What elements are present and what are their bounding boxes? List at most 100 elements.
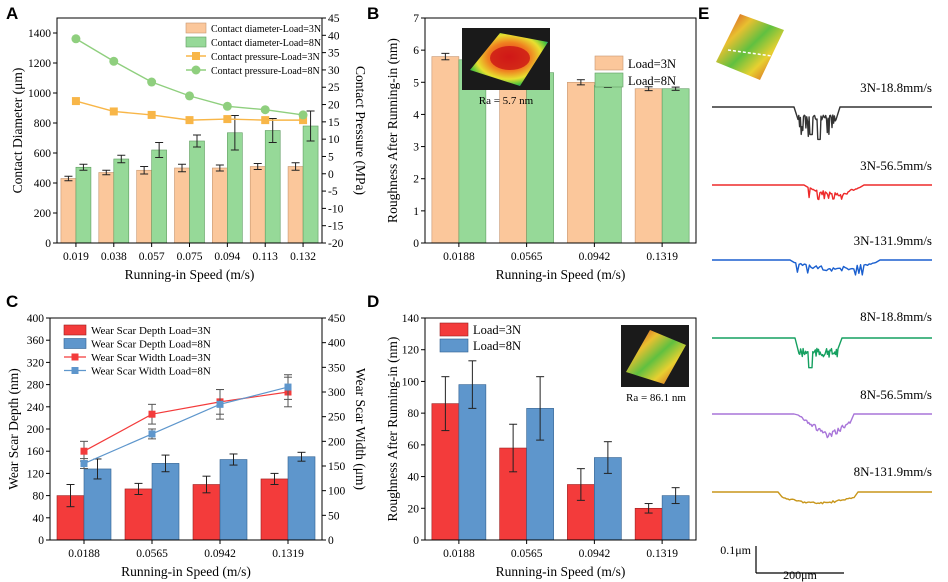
- legend-label-a: Contact diameter-Load=3N: [211, 24, 321, 35]
- y-tick-label-d: 60: [408, 440, 420, 452]
- bar-8n: [189, 140, 205, 244]
- x-tick-label-c: 0.1319: [272, 548, 304, 560]
- y-tick-label-c: 0: [38, 535, 44, 547]
- bar-3n: [212, 167, 228, 244]
- y2-tick-label-a: 0: [328, 169, 334, 181]
- chart-d: 0.0188 0.0565 0.0942 0.1319 0 20 40 60 80 100 120 1…: [385, 313, 697, 579]
- y-tick-label-c: 80: [33, 491, 45, 503]
- y2-tick-label-c: 100: [328, 486, 346, 498]
- x-axis-label-a: Running-in Speed (m/s): [125, 267, 255, 282]
- profile-label-5: 8N-56.5mm/s: [860, 387, 932, 402]
- x-tick-label-a: 0.132: [290, 251, 316, 263]
- plot-frame-a: [56, 17, 323, 244]
- y2-tick-label-c: 400: [328, 338, 346, 350]
- panel-letter-a: A: [6, 4, 18, 23]
- y2-tick-label-c: 50: [328, 510, 340, 522]
- profile-label-2: 3N-56.5mm/s: [860, 158, 932, 173]
- bar-3n: [136, 169, 152, 244]
- y-tick-label-a: 200: [34, 208, 52, 220]
- panel-letter-e: E: [698, 4, 709, 23]
- y-axis-label-a: Contact Diameter (μm): [10, 68, 25, 194]
- line-width-3n: [83, 391, 289, 452]
- surface-map-image-d: [626, 330, 686, 384]
- bar-8n: [458, 384, 487, 541]
- x-axis-label-d: Running-in Speed (m/s): [496, 564, 626, 579]
- bar-3n: [98, 172, 115, 244]
- legend-label-a: Contact pressure-Load=3N: [211, 52, 320, 63]
- bar-8n: [526, 72, 554, 244]
- y-tick-label-a: 600: [34, 148, 52, 160]
- x-tick-label-d: 0.0565: [511, 548, 543, 560]
- chart-b: 0.0188 0.0565 0.0942 0.1319 0 1 2 3 4 5 6 7 Running-…: [385, 13, 697, 282]
- marker-pressure-8n: [222, 101, 232, 111]
- y2-tick-label-c: 450: [328, 313, 346, 325]
- y-tick-label-a: 0: [45, 238, 51, 250]
- y2-tick-label-a: 30: [328, 65, 340, 77]
- y2-tick-label-c: 300: [328, 387, 346, 399]
- y2-tick-label-a: 15: [328, 117, 340, 129]
- y-tick-label-b: 3: [413, 142, 419, 154]
- y2-tick-label-a: 40: [328, 30, 340, 42]
- bar-8n: [113, 158, 130, 244]
- bar-3n: [634, 507, 663, 541]
- marker-width-8n: [284, 383, 292, 391]
- legend-label-c: Wear Scar Width Load=3N: [91, 352, 211, 364]
- y-tick-label-d: 120: [402, 345, 420, 357]
- x-axis-label-b: Running-in Speed (m/s): [496, 267, 626, 282]
- marker-pressure-3n: [71, 97, 80, 106]
- y-tick-label-c: 40: [33, 513, 45, 525]
- x-tick-label-c: 0.0565: [136, 548, 168, 560]
- legend-label-d: Load=3N: [473, 323, 521, 337]
- y2-tick-label-a: 35: [328, 48, 340, 60]
- legend-label-d: Load=8N: [473, 339, 521, 353]
- y2-tick-label-a: 5: [328, 151, 334, 163]
- bar-8n: [458, 59, 487, 244]
- bar-3n: [287, 166, 304, 244]
- legend-marker-c: [71, 367, 79, 374]
- legend-swatch-c: [63, 324, 87, 336]
- y-axis-label-d: Roughness After Running-in (nm): [385, 337, 400, 522]
- marker-pressure-8n: [147, 77, 157, 87]
- marker-pressure-3n: [147, 110, 156, 119]
- y-tick-label-b: 6: [413, 45, 419, 57]
- legend-label-b: Load=8N: [628, 74, 676, 88]
- bar-8n: [264, 130, 281, 244]
- y-tick-label-a: 1000: [28, 88, 51, 100]
- scale-label-y: 0.1μm: [720, 543, 751, 557]
- y-axis-label-c: Wear Scar Depth (nm): [6, 368, 21, 490]
- y-tick-label-c: 400: [27, 313, 45, 325]
- y-tick-label-b: 1: [413, 206, 419, 218]
- legend-swatch-b: [594, 72, 624, 88]
- x-tick-label-a: 0.019: [63, 251, 89, 263]
- bar-3n: [567, 81, 595, 244]
- y-tick-label-c: 320: [27, 357, 45, 369]
- bar-8n: [302, 125, 319, 244]
- marker-pressure-3n: [185, 116, 194, 125]
- marker-pressure-3n: [261, 116, 270, 125]
- x-tick-label-a: 0.094: [214, 251, 240, 263]
- marker-width-3n: [80, 447, 88, 455]
- y-tick-label-d: 100: [402, 376, 420, 388]
- y-tick-label-c: 360: [27, 335, 45, 347]
- y2-tick-label-c: 250: [328, 412, 346, 424]
- bar-3n: [174, 167, 190, 244]
- legend-label-c: Wear Scar Depth Load=8N: [91, 339, 211, 351]
- marker-pressure-8n: [109, 56, 119, 66]
- plot-frame-b: [424, 17, 697, 244]
- y-tick-label-c: 280: [27, 380, 45, 392]
- profile-line-3: [712, 259, 932, 276]
- profile-line-2: [712, 184, 932, 201]
- chart-c: 0.0188 0.0565 0.0942 0.1319 0 40 80 120 160 200 24…: [6, 313, 368, 579]
- legend-swatch-c: [63, 338, 87, 349]
- bar-depth-8n: [287, 456, 316, 541]
- panel-letter-d: D: [367, 292, 379, 311]
- y2-tick-label-a: 20: [328, 100, 340, 112]
- legend-label-c: Wear Scar Depth Load=3N: [91, 325, 211, 337]
- bar-depth-3n: [260, 478, 289, 541]
- marker-width-8n: [80, 460, 88, 468]
- y2-tick-label-c: 200: [328, 436, 346, 448]
- y2-tick-label-c: 0: [328, 535, 334, 547]
- legend-swatch-d: [439, 338, 469, 353]
- marker-pressure-3n: [223, 115, 232, 124]
- profile-cut-line-e: [727, 49, 773, 57]
